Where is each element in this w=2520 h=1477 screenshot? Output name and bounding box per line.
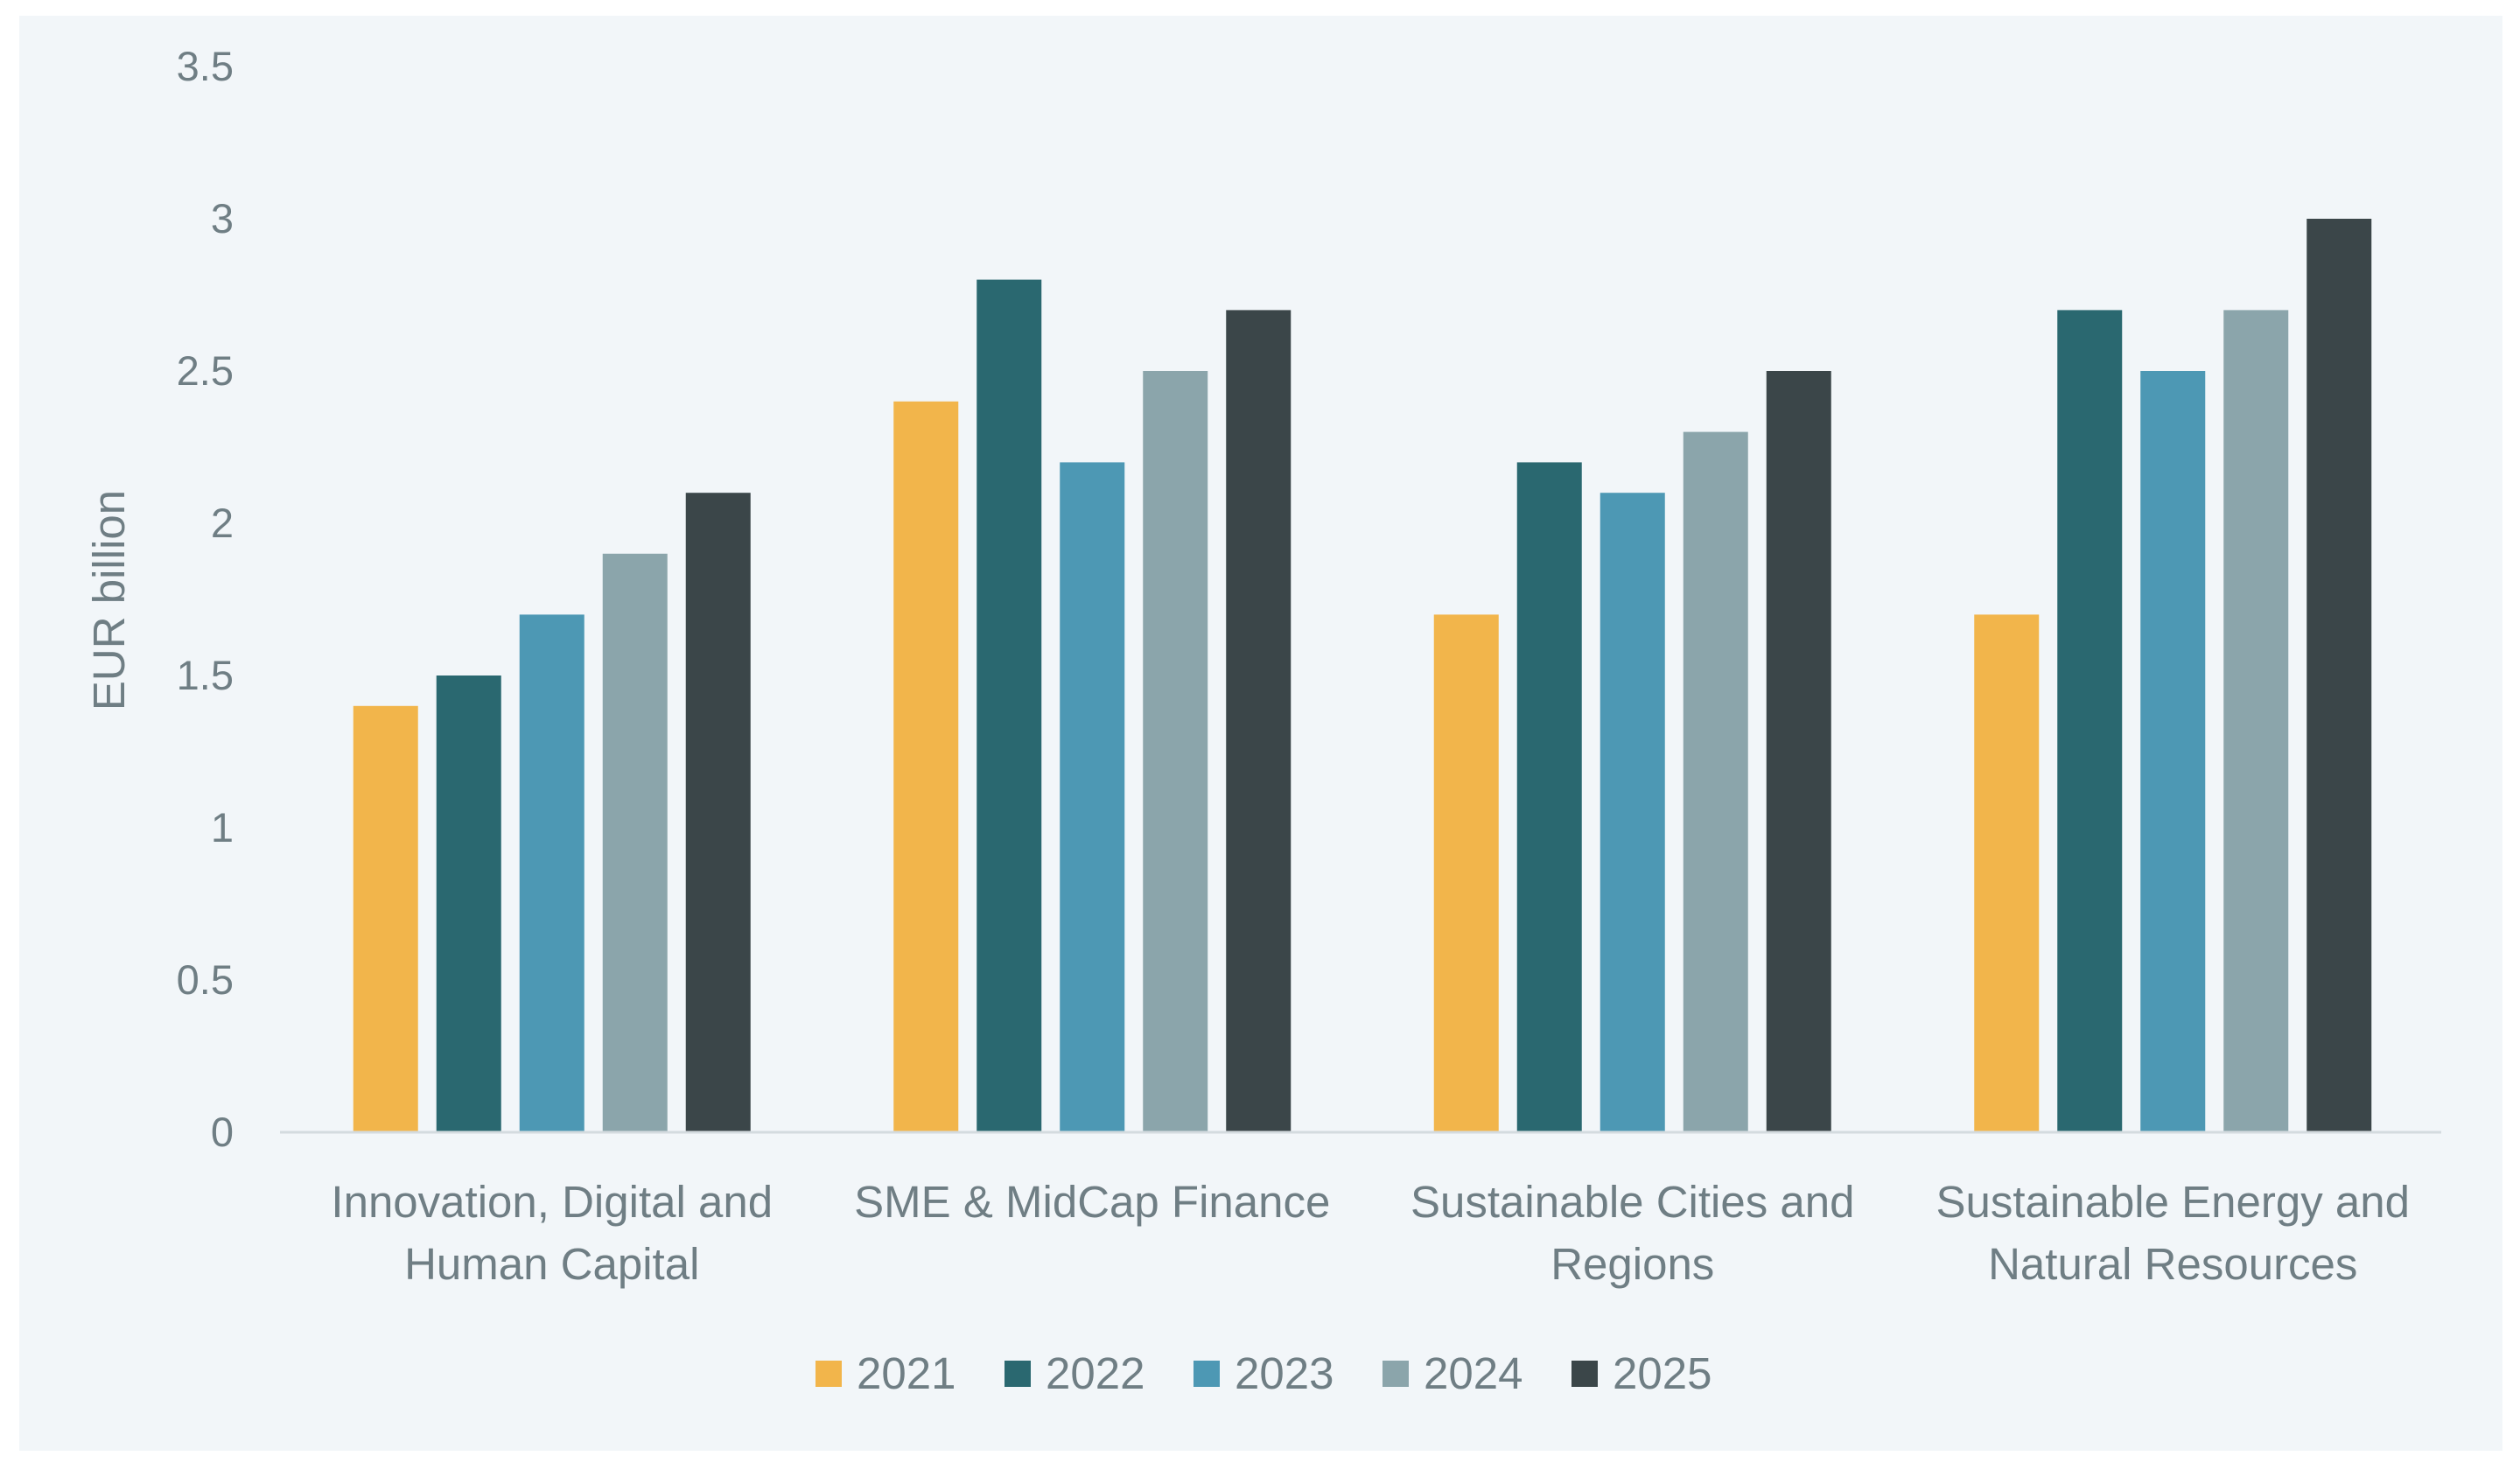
y-tick-label: 2 bbox=[211, 500, 234, 546]
y-tick-label: 0.5 bbox=[177, 956, 234, 1003]
bar-2025-sustainable-energy-and-natural-resources bbox=[2306, 219, 2372, 1132]
legend-item-2024: 2024 bbox=[1382, 1348, 1522, 1398]
bar-2021-innovation-digital-and-human-capital bbox=[353, 705, 418, 1132]
bar-2024-innovation-digital-and-human-capital bbox=[602, 553, 668, 1132]
legend-item-2022: 2022 bbox=[1004, 1348, 1144, 1398]
x-tick-label-sme-and-midcap-finance: SME & MidCap Finance bbox=[854, 1177, 1330, 1227]
y-tick-label: 1.5 bbox=[177, 652, 234, 698]
legend-swatch bbox=[1572, 1361, 1598, 1387]
y-tick-label: 0 bbox=[211, 1109, 234, 1155]
legend-item-2025: 2025 bbox=[1572, 1348, 1712, 1398]
chart-panel: 0 0.5 1 1.5 2 2.5 3 3.5 EUR billion Innovation,… bbox=[19, 16, 2502, 1451]
bar-2022-sme-and-midcap-finance bbox=[976, 279, 1042, 1133]
bar-2025-sustainable-cities-and-regions bbox=[1766, 371, 1831, 1132]
y-tick-label: 3 bbox=[211, 195, 234, 242]
bar-2023-sustainable-cities-and-regions bbox=[1600, 493, 1665, 1132]
legend-label: 2025 bbox=[1613, 1348, 1712, 1398]
bar-2023-innovation-digital-and-human-capital bbox=[519, 614, 584, 1132]
legend-item-2023: 2023 bbox=[1194, 1348, 1334, 1398]
bar-2025-innovation-digital-and-human-capital bbox=[685, 493, 751, 1132]
bar-2025-sme-and-midcap-finance bbox=[1226, 310, 1292, 1132]
bar-2021-sme-and-midcap-finance bbox=[893, 401, 959, 1132]
bar-2024-sustainable-energy-and-natural-resources bbox=[2223, 310, 2289, 1132]
x-axis-category-labels: Innovation, Digital and Human Capital SME … bbox=[331, 1177, 2410, 1289]
legend-item-2021: 2021 bbox=[816, 1348, 956, 1398]
legend-swatch bbox=[1004, 1361, 1031, 1387]
legend-swatch bbox=[1382, 1361, 1409, 1387]
bar-2023-sustainable-energy-and-natural-resources bbox=[2140, 371, 2206, 1132]
y-axis-title: EUR billion bbox=[84, 490, 134, 710]
y-axis-ticks: 0 0.5 1 1.5 2 2.5 3 3.5 bbox=[177, 43, 234, 1155]
bar-2022-sustainable-energy-and-natural-resources bbox=[2057, 310, 2123, 1132]
bar-2024-sustainable-cities-and-regions bbox=[1683, 431, 1748, 1133]
bar-2022-sustainable-cities-and-regions bbox=[1516, 462, 1582, 1132]
bar-2024-sme-and-midcap-finance bbox=[1143, 371, 1208, 1132]
legend-swatch bbox=[816, 1361, 842, 1387]
legend-label: 2021 bbox=[857, 1348, 956, 1398]
bar-chart: 0 0.5 1 1.5 2 2.5 3 3.5 EUR billion Innovation,… bbox=[84, 43, 2441, 1398]
legend-label: 2024 bbox=[1424, 1348, 1522, 1398]
x-tick-label-sustainable-energy-and-natural-resources: Sustainable Energy and Natural Resources bbox=[1936, 1177, 2410, 1289]
legend-label: 2023 bbox=[1235, 1348, 1334, 1398]
x-tick-label-innovation-digital-and-human-capital: Innovation, Digital and Human Capital bbox=[331, 1177, 773, 1289]
bar-2021-sustainable-cities-and-regions bbox=[1433, 614, 1499, 1132]
bar-2022-innovation-digital-and-human-capital bbox=[436, 676, 501, 1132]
bar-series bbox=[353, 219, 2372, 1133]
legend-label: 2022 bbox=[1046, 1348, 1144, 1398]
y-tick-label: 2.5 bbox=[177, 347, 234, 394]
x-tick-label-sustainable-cities-and-regions: Sustainable Cities and Regions bbox=[1410, 1177, 1855, 1289]
legend-swatch bbox=[1194, 1361, 1220, 1387]
y-tick-label: 3.5 bbox=[177, 43, 234, 89]
legend: 2021 2022 2023 2024 2025 bbox=[816, 1348, 1712, 1398]
bar-2023-sme-and-midcap-finance bbox=[1060, 462, 1125, 1132]
y-tick-label: 1 bbox=[211, 804, 234, 850]
bar-2021-sustainable-energy-and-natural-resources bbox=[1974, 614, 2040, 1132]
